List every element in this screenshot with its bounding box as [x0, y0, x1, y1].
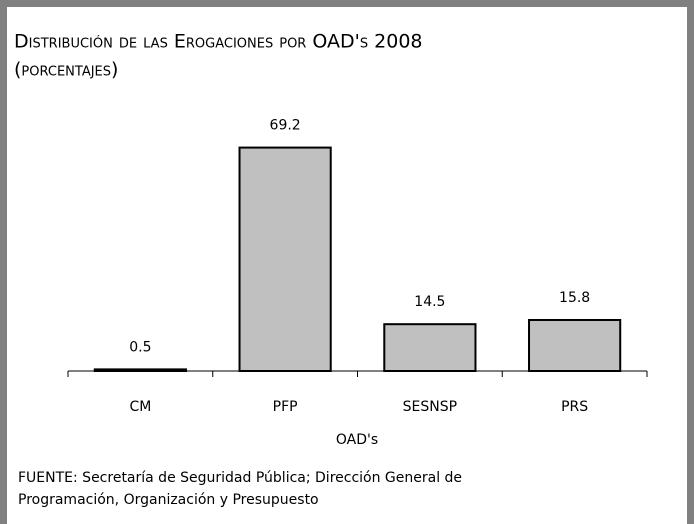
- x-tick-label: SESNSP: [403, 399, 457, 415]
- chart-subtitle: (porcentajes): [14, 59, 118, 81]
- data-label: 14.5: [414, 294, 445, 310]
- data-label: 0.5: [129, 339, 151, 355]
- source-note: Programación, Organización y Presupuesto: [18, 492, 319, 508]
- x-tick-label: PRS: [561, 399, 588, 415]
- x-axis-label: OAD's: [336, 432, 378, 448]
- data-label: 15.8: [559, 290, 590, 306]
- x-tick-label: PFP: [273, 399, 298, 415]
- source-note: FUENTE: Secretaría de Seguridad Pública;…: [18, 470, 462, 486]
- x-tick-label: CM: [129, 399, 151, 415]
- data-label: 69.2: [270, 118, 301, 134]
- bar: [383, 323, 477, 372]
- bar: [528, 318, 622, 373]
- bar: [238, 146, 332, 372]
- chart-title: Distribución de las Erogaciones por OAD'…: [14, 31, 423, 53]
